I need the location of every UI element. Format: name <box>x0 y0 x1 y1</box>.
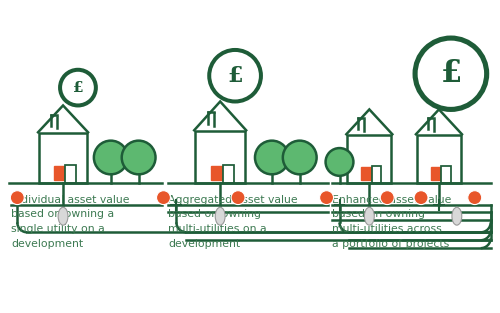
Circle shape <box>468 191 481 205</box>
Ellipse shape <box>364 207 374 225</box>
Circle shape <box>255 141 289 174</box>
Circle shape <box>415 38 486 110</box>
Circle shape <box>156 191 170 205</box>
Bar <box>222 165 234 183</box>
Circle shape <box>283 141 316 174</box>
Bar <box>66 165 76 183</box>
Circle shape <box>380 191 394 205</box>
Bar <box>441 166 451 183</box>
Text: £: £ <box>228 65 243 87</box>
Circle shape <box>10 191 24 205</box>
Text: £: £ <box>72 81 84 95</box>
Circle shape <box>209 50 261 101</box>
Circle shape <box>122 141 156 174</box>
Circle shape <box>414 191 428 205</box>
Circle shape <box>326 148 353 176</box>
Bar <box>430 167 443 180</box>
Text: Aggregated asset value
based on owning
multi-utilities on a
development: Aggregated asset value based on owning m… <box>168 195 298 249</box>
Circle shape <box>231 191 245 205</box>
Circle shape <box>320 191 334 205</box>
Bar <box>210 166 224 180</box>
Bar <box>372 166 381 183</box>
Ellipse shape <box>215 207 225 225</box>
Bar <box>361 167 374 180</box>
Circle shape <box>60 70 96 105</box>
Ellipse shape <box>58 207 68 225</box>
Ellipse shape <box>452 207 462 225</box>
Text: Enhanced asset value
based on owning
multi-utilities across
a portfolio of proje: Enhanced asset value based on owning mul… <box>332 195 451 249</box>
Text: Individual asset value
based on owning a
single utility on a
development: Individual asset value based on owning a… <box>12 195 130 249</box>
Bar <box>54 167 68 180</box>
Circle shape <box>94 141 128 174</box>
Text: £: £ <box>440 58 462 89</box>
